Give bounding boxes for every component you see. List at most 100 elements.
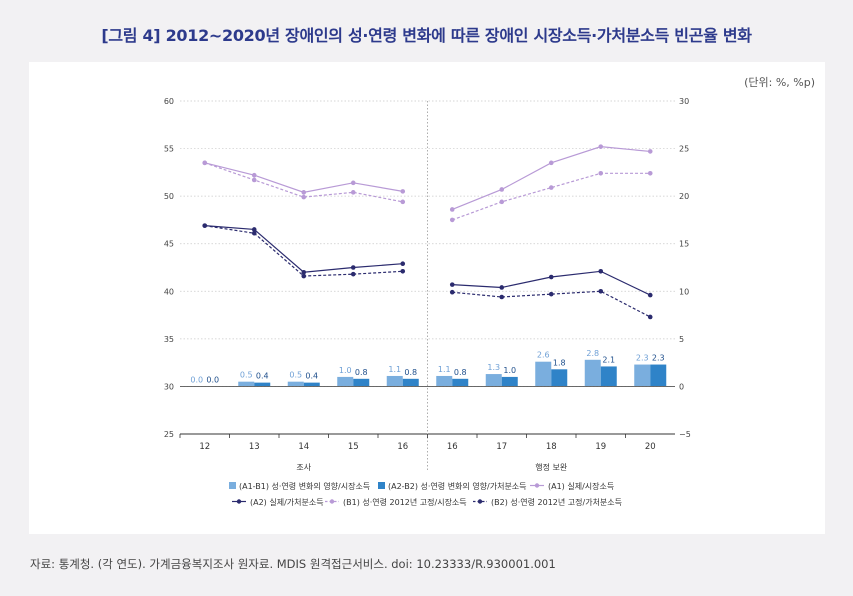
bar-data-label: 0.5 [289,371,302,380]
bar-data-label: 2.1 [602,355,615,364]
line-point [499,294,505,300]
right-tick-label: 25 [679,145,689,154]
line-point [400,261,406,266]
legend-marker [477,499,483,504]
line-point [598,269,604,274]
x-tick-label: 12 [199,442,210,452]
bar-data-label: 1.1 [438,365,451,374]
bar-data-label: 0.0 [190,375,203,384]
bar [600,366,617,387]
group-label: 조사 [296,463,311,472]
line-point [449,289,455,295]
line-point [350,190,356,195]
bar-data-label: 1.8 [553,358,566,367]
bar [386,375,403,387]
x-tick-label: 18 [546,442,557,452]
line-point [548,185,554,190]
right-tick-label: 5 [679,335,684,344]
bar [402,378,419,387]
bar [452,378,469,387]
line-point [499,199,505,205]
bar-data-label: 2.6 [537,351,550,360]
legend-marker [534,483,540,488]
line-point [598,288,604,294]
line-point [598,171,604,176]
line-point [202,160,208,166]
bar-data-label: 1.1 [388,365,401,374]
group-label: 행정 보완 [535,462,568,472]
bar [551,369,568,387]
legend-label: (A1-B1) 성·연령 변화의 영향/시장소득 [239,481,370,491]
x-tick-label: 16 [447,442,458,452]
line-point [350,180,356,186]
legend-label: (A2) 실제/가처분소득 [250,497,324,507]
bar-data-label: 0.8 [404,368,417,377]
line-point [350,265,356,270]
right-tick-label: 20 [679,192,689,201]
line-point [301,194,307,200]
data-labels: 0.0 0.5 0.5 1.0 1.1 1.1 1.3 2.6 2.8 2.3 0.0 0.4 0.4 0… [190,349,664,385]
x-tick-label: 17 [496,442,507,452]
bar [436,375,453,387]
chart-panel [29,62,825,534]
bar-data-label: 0.0 [206,375,219,384]
bar [535,361,552,387]
line-point [548,160,554,166]
right-tick-label: −5 [679,430,691,439]
line-point [400,199,406,205]
legend-marker [329,499,335,504]
line-point [251,230,257,236]
legend-label: (A2-B2) 성·연령 변화의 영향/가처분소득 [388,481,527,491]
lines [202,144,653,320]
line-point [301,269,307,275]
x-tick-label: 13 [249,442,260,452]
line-point [251,172,257,178]
legend-marker [236,499,242,504]
bar-data-label: 1.3 [487,363,500,372]
line-point [251,177,257,183]
right-tick-label: 30 [679,97,689,106]
series-line [204,225,403,277]
line-point [449,217,455,223]
line-point [647,171,653,176]
left-tick-label: 60 [164,97,174,106]
series-line [204,162,403,193]
line-point [301,190,307,195]
series-line [452,290,651,318]
right-tick-label: 0 [679,382,684,391]
x-tick-label: 15 [348,442,359,452]
series-line [452,146,651,211]
bar-data-label: 0.8 [355,368,368,377]
series-line [452,172,651,221]
legend-label: (B2) 성·연령 2012년 고정/가처분소득 [491,497,622,507]
left-tick-label: 40 [164,287,174,296]
left-tick-label: 55 [164,145,174,154]
bar-data-label: 1.0 [339,366,352,375]
bar [238,381,255,387]
legend-label: (B1) 성·연령 2012년 고정/시장소득 [343,497,467,507]
legend-swatch [378,482,385,489]
bar [485,374,502,387]
left-tick-label: 30 [164,382,174,391]
left-tick-label: 45 [164,240,174,249]
right-tick-label: 10 [679,287,689,296]
left-tick-label: 25 [164,430,174,439]
x-tick-label: 20 [645,442,656,452]
line-point [400,269,406,274]
line-point [301,273,307,279]
bar [254,382,271,387]
bars [188,359,667,387]
bar-data-label: 0.4 [256,372,269,381]
line-point [647,314,653,320]
line-point [251,227,257,232]
bar-data-label: 2.3 [652,354,665,363]
line-point [499,187,505,192]
line-point [202,223,208,228]
line-point [449,282,455,287]
line-point [548,274,554,280]
bar [287,381,304,387]
legend: (A1-B1) 성·연령 변화의 영향/시장소득 (A2-B2) 성·연령 변화의… [229,481,622,507]
series-line [204,162,403,203]
left-tick-label: 35 [164,335,174,344]
